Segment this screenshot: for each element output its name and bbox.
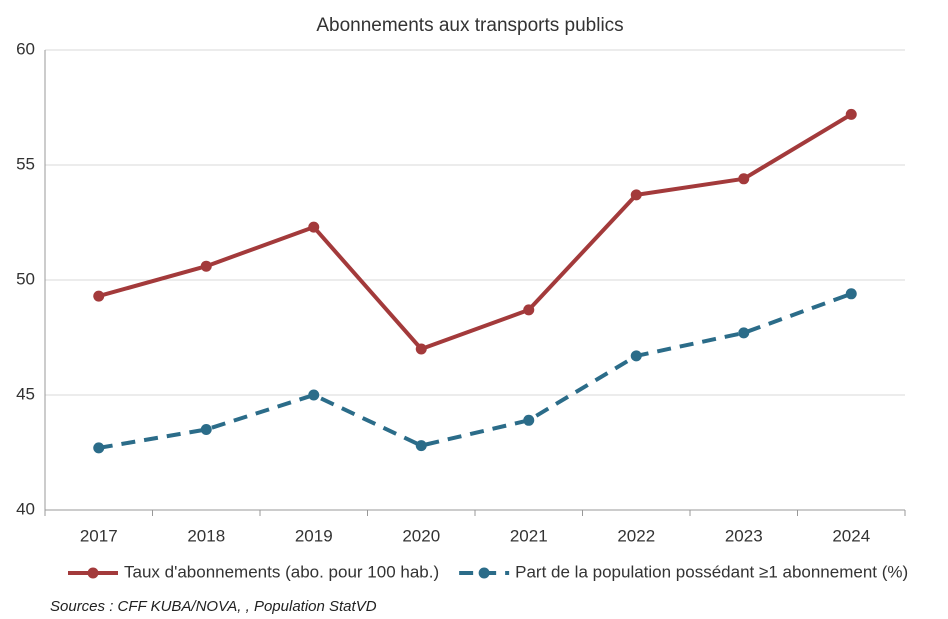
point [738, 327, 750, 339]
legend-label: Taux d'abonnements (abo. pour 100 hab.) [124, 562, 439, 581]
point [630, 350, 642, 362]
point [523, 414, 535, 426]
point [93, 442, 105, 454]
point [845, 288, 857, 300]
legend-label: Part de la population possédant ≥1 abonn… [515, 562, 908, 581]
point [308, 389, 320, 401]
x-tick-label: 2023 [725, 526, 763, 545]
x-tick-label: 2022 [617, 526, 655, 545]
point [845, 108, 857, 120]
x-tick-label: 2018 [187, 526, 225, 545]
point [308, 221, 320, 233]
x-tick-label: 2024 [832, 526, 870, 545]
y-tick-label: 60 [16, 39, 35, 58]
point [200, 260, 212, 272]
point [93, 290, 105, 302]
point [523, 304, 535, 316]
x-tick-label: 2021 [510, 526, 548, 545]
x-tick-label: 2020 [402, 526, 440, 545]
x-tick-label: 2019 [295, 526, 333, 545]
point [415, 440, 427, 452]
point [415, 343, 427, 355]
y-tick-label: 55 [16, 154, 35, 173]
y-tick-label: 40 [16, 499, 35, 518]
y-tick-label: 45 [16, 384, 35, 403]
point [738, 173, 750, 185]
x-tick-label: 2017 [80, 526, 118, 545]
legend-marker [87, 567, 99, 579]
point [630, 189, 642, 201]
source-note: Sources : CFF KUBA/NOVA, , Population St… [50, 598, 377, 615]
series-line [98, 291, 852, 450]
legend-marker [478, 567, 490, 579]
y-tick-label: 50 [16, 269, 35, 288]
chart-title: Abonnements aux transports publics [316, 15, 623, 36]
series-line [98, 112, 853, 351]
point [200, 424, 212, 435]
